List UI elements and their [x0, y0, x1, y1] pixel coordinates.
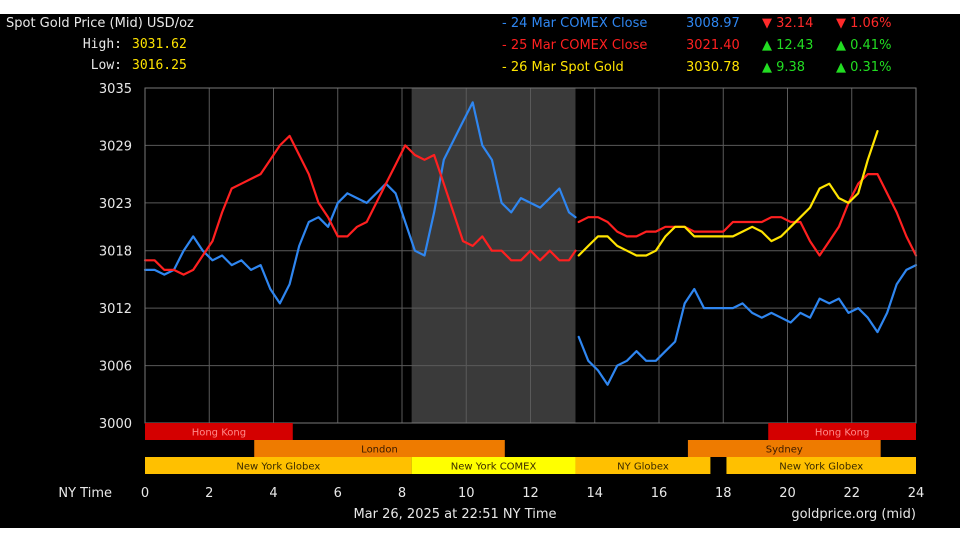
y-tick-label: 3012	[99, 302, 132, 317]
x-tick-label: 22	[843, 486, 860, 501]
legend-value: 3008.97	[686, 16, 740, 31]
session-label: Hong Kong	[815, 428, 869, 439]
y-tick-label: 3023	[99, 197, 132, 212]
x-tick-label: 10	[458, 486, 475, 501]
legend-value: 3021.40	[686, 38, 740, 53]
y-tick-label: 3006	[99, 360, 132, 375]
legend-label: - 25 Mar COMEX Close	[502, 38, 647, 53]
legend-row-25-mar: - 25 Mar COMEX Close 3021.40 ▲ 12.43 ▲ 0…	[502, 38, 891, 53]
session-bar	[145, 423, 293, 440]
session-label: Hong Kong	[192, 428, 246, 439]
x-tick-label: 18	[715, 486, 732, 501]
x-tick-label: 12	[522, 486, 539, 501]
series-line-24-mar-comex-close	[143, 101, 577, 305]
x-tick-label: 8	[398, 486, 406, 501]
x-tick-label: 6	[334, 486, 342, 501]
legend-percent: ▼ 1.06%	[836, 16, 891, 31]
legend-percent: ▲ 0.41%	[836, 38, 891, 53]
x-tick-label: 16	[651, 486, 668, 501]
plot-border	[144, 87, 917, 424]
session-bar	[254, 440, 505, 457]
chart-title: Spot Gold Price (Mid) USD/oz	[6, 16, 194, 31]
session-label: New York Globex	[236, 462, 320, 473]
x-tick-label: 20	[779, 486, 796, 501]
x-tick-label: 0	[141, 486, 149, 501]
session-bar	[726, 457, 916, 474]
series-line-24-mar-comex-close	[577, 264, 918, 386]
series-line-25-mar-comex-close	[143, 134, 577, 276]
x-axis-label: NY Time	[58, 486, 112, 501]
legend-change: ▼ 32.14	[762, 16, 813, 31]
legend: - 24 Mar COMEX Close 3008.97 ▼ 32.14 ▼ 1…	[502, 16, 891, 75]
legend-label: - 24 Mar COMEX Close	[502, 16, 647, 31]
y-tick-label: 3035	[99, 82, 132, 97]
source-label: goldprice.org (mid)	[791, 507, 916, 522]
legend-row-24-mar: - 24 Mar COMEX Close 3008.97 ▼ 32.14 ▼ 1…	[502, 16, 891, 31]
session-bar	[768, 423, 916, 440]
y-axis-ticks: 3000 3006 3012 3018 3023 3029 3035	[99, 82, 132, 432]
session-bar	[411, 457, 576, 474]
session-label: New York Globex	[779, 462, 863, 473]
low-label: Low:	[91, 58, 122, 73]
series-line-26-mar-spot-gold	[577, 130, 879, 257]
legend-label: - 26 Mar Spot Gold	[502, 60, 624, 75]
session-label: NY Globex	[617, 462, 669, 473]
x-tick-label: 14	[586, 486, 603, 501]
x-tick-label: 24	[908, 486, 925, 501]
session-bar	[575, 457, 711, 474]
plot-frame	[144, 87, 917, 424]
high-label: High:	[83, 37, 122, 52]
low-value: 3016.25	[132, 58, 187, 73]
high-value: 3031.62	[132, 37, 187, 52]
series-line-25-mar-comex-close	[577, 173, 918, 257]
legend-row-26-mar: - 26 Mar Spot Gold 3030.78 ▲ 9.38 ▲ 0.31…	[502, 60, 891, 75]
shaded-region	[411, 88, 576, 423]
session-bar	[687, 440, 881, 457]
series-lines	[143, 101, 918, 386]
legend-change: ▲ 12.43	[762, 38, 813, 53]
session-label: New York COMEX	[451, 462, 537, 473]
legend-percent: ▲ 0.31%	[836, 60, 891, 75]
x-tick-label: 4	[269, 486, 277, 501]
x-axis-ticks: 0 2 4 6 8 10 12 14 16 18 20 22 24	[141, 486, 924, 501]
legend-change: ▲ 9.38	[762, 60, 805, 75]
comex-session-shade	[411, 88, 576, 423]
y-tick-label: 3018	[99, 245, 132, 260]
x-tick-label: 2	[205, 486, 213, 501]
y-tick-label: 3029	[99, 139, 132, 154]
y-tick-label: 3000	[99, 417, 132, 432]
timestamp: Mar 26, 2025 at 22:51 NY Time	[353, 507, 556, 522]
session-label: London	[361, 445, 398, 456]
market-sessions: Hong Kong Hong Kong London Sydney New York G…	[145, 423, 916, 474]
session-label: Sydney	[766, 445, 803, 456]
legend-value: 3030.78	[686, 60, 740, 75]
session-bar	[145, 457, 412, 474]
